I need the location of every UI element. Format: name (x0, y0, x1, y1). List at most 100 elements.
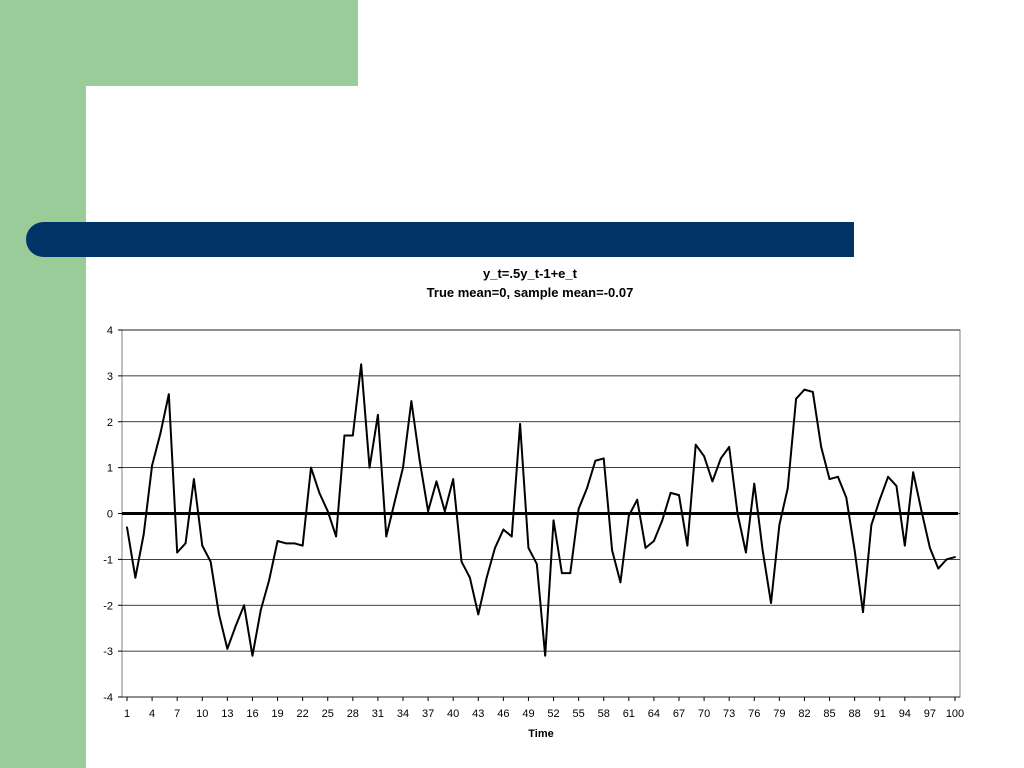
data-point (594, 459, 597, 462)
series-line (126, 363, 956, 657)
data-point (644, 547, 647, 549)
x-tick-label: 43 (472, 708, 484, 720)
x-tick-label: 79 (773, 708, 785, 720)
y-tick-label: -3 (103, 646, 113, 658)
data-point (268, 579, 271, 581)
data-point (151, 464, 153, 467)
data-point (243, 604, 245, 607)
data-point (218, 613, 220, 616)
decorative-green-sidebar (0, 0, 86, 768)
x-tick-label: 88 (849, 708, 861, 720)
decorative-green-header (0, 0, 358, 86)
x-tick-label: 58 (598, 708, 610, 720)
data-point (820, 446, 823, 448)
x-tick-label: 31 (372, 708, 384, 720)
x-tick-label: 73 (723, 708, 735, 720)
x-tick-label: 34 (397, 708, 409, 720)
data-point (452, 478, 455, 480)
data-point (945, 558, 948, 561)
decorative-title-bar (26, 222, 854, 257)
data-point (619, 581, 622, 584)
data-point (226, 647, 229, 650)
x-tick-label: 25 (322, 708, 334, 720)
data-point (301, 544, 304, 547)
x-tick-label: 94 (899, 708, 911, 720)
data-point (402, 466, 404, 469)
data-point (753, 482, 756, 485)
chart-title: y_t=.5y_t-1+e_t (483, 266, 578, 281)
data-point (377, 413, 379, 416)
data-point (669, 491, 672, 494)
data-point (494, 547, 496, 549)
data-point (142, 533, 145, 536)
data-point (929, 547, 931, 549)
x-tick-label: 46 (497, 708, 509, 720)
data-point (552, 519, 555, 522)
data-point (561, 572, 563, 575)
data-point (878, 498, 881, 501)
slide-content-panel (86, 86, 1024, 768)
data-point (895, 485, 898, 487)
data-point (937, 567, 940, 570)
data-point (686, 544, 689, 547)
data-point (719, 457, 722, 460)
data-point (293, 542, 296, 545)
x-tick-label: 28 (347, 708, 359, 720)
data-point (694, 443, 697, 446)
x-axis-title: Time (528, 728, 553, 740)
data-point (385, 535, 388, 538)
data-point (786, 487, 789, 490)
data-point (285, 542, 287, 545)
y-tick-label: 0 (107, 509, 113, 521)
data-point (703, 455, 705, 458)
data-point (502, 528, 505, 531)
data-point (795, 397, 797, 400)
x-tick-label: 76 (748, 708, 760, 720)
x-tick-label: 7 (174, 708, 180, 720)
x-tick-label: 49 (522, 708, 534, 720)
x-tick-label: 40 (447, 708, 459, 720)
data-point (544, 654, 547, 657)
y-tick-label: -1 (103, 554, 113, 566)
data-point (770, 602, 772, 604)
data-point (343, 434, 346, 437)
y-tick-label: -2 (103, 600, 113, 612)
data-point (745, 551, 747, 554)
data-point (435, 480, 438, 483)
x-tick-label: 19 (271, 708, 283, 720)
x-tick-label: 22 (297, 708, 309, 720)
x-tick-label: 97 (924, 708, 936, 720)
data-point (569, 572, 572, 575)
data-point (326, 510, 329, 513)
y-tick-label: 2 (107, 417, 113, 429)
data-point (527, 547, 530, 549)
data-point (318, 491, 321, 494)
x-tick-label: 13 (221, 708, 233, 720)
data-point (887, 475, 889, 478)
data-point (653, 540, 655, 542)
x-tick-label: 91 (874, 708, 886, 720)
data-point (912, 471, 915, 474)
data-point (360, 363, 363, 366)
data-point (611, 549, 613, 552)
x-tick-label: 82 (798, 708, 810, 720)
x-tick-label: 52 (547, 708, 559, 720)
data-point (535, 563, 538, 565)
y-tick-label: 3 (107, 371, 113, 383)
x-tick-label: 16 (246, 708, 258, 720)
data-point (460, 560, 463, 563)
data-point (903, 544, 906, 547)
data-point (469, 576, 471, 579)
x-tick-label: 37 (422, 708, 434, 720)
data-point (209, 560, 212, 563)
data-point (351, 434, 354, 437)
x-tick-label: 100 (946, 708, 964, 720)
data-point (167, 393, 170, 396)
data-point (519, 423, 521, 425)
data-point (811, 391, 814, 393)
data-point (661, 519, 664, 522)
data-point (636, 498, 639, 501)
x-tick-label: 55 (573, 708, 585, 720)
y-tick-label: 1 (107, 463, 113, 475)
